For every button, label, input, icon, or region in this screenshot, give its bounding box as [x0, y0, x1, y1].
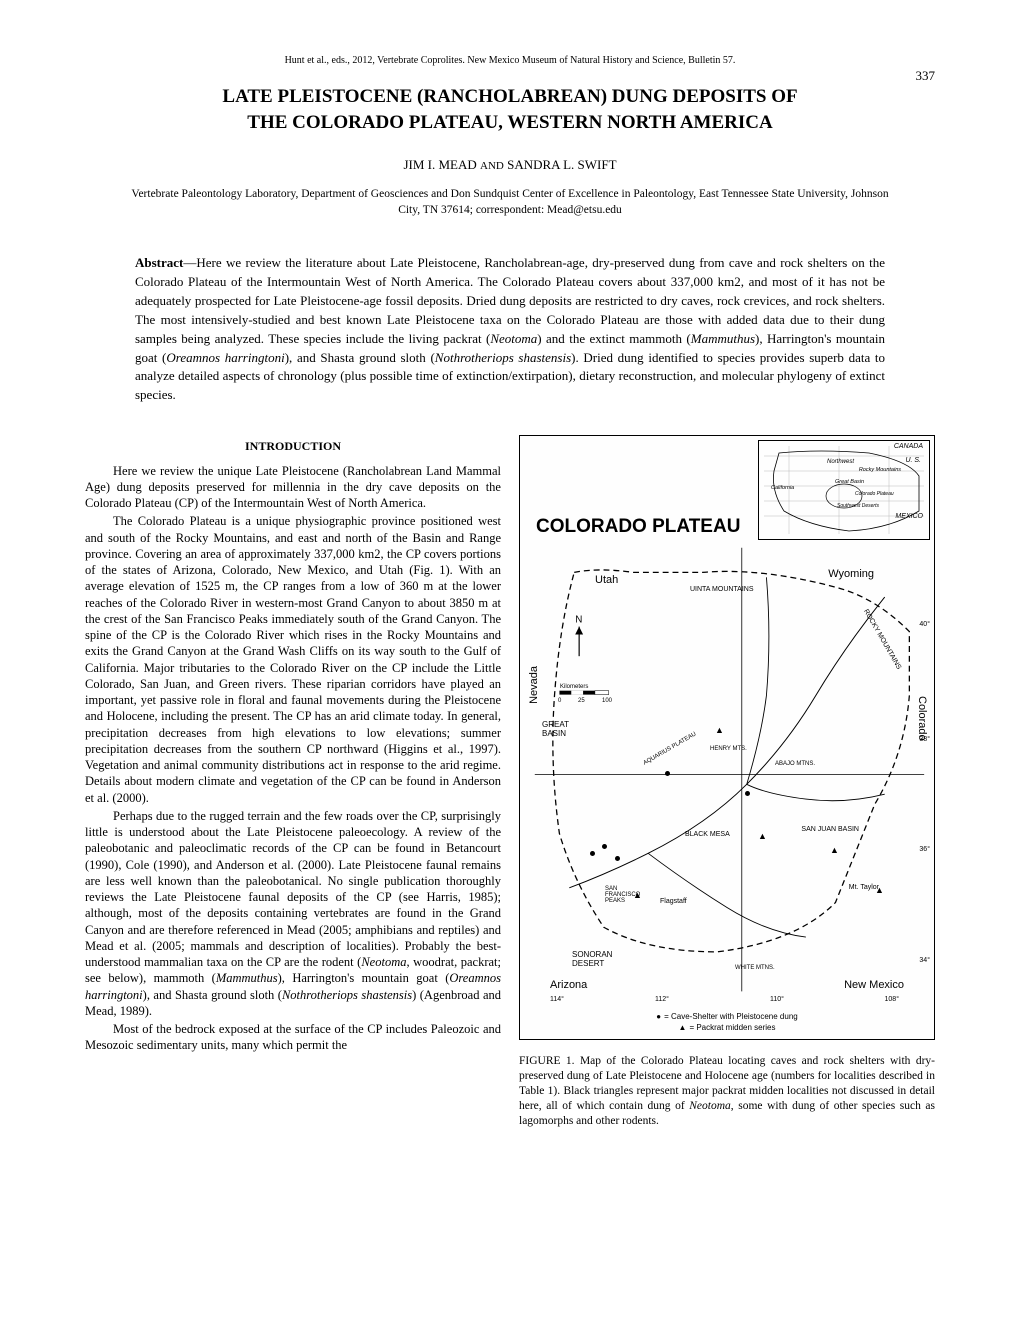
right-column: N COLORADO PLATEAU	[519, 435, 935, 1129]
state-wyoming: Wyoming	[828, 568, 874, 580]
inset-northwest: Northwest	[827, 459, 854, 465]
left-column: INTRODUCTION Here we review the unique L…	[85, 435, 501, 1129]
abstract-body: —Here we review the literature about Lat…	[135, 255, 885, 402]
inset-sw: Southwest Deserts	[837, 503, 879, 509]
page-number: 337	[916, 68, 936, 84]
feat-white: WHITE MTNS.	[735, 965, 775, 971]
marker-triangle: ▲	[633, 891, 642, 900]
intro-para-3: Perhaps due to the rugged terrain and th…	[85, 808, 501, 1019]
map-title: COLORADO PLATEAU	[536, 516, 740, 538]
inset-gbasin: Great Basin	[835, 479, 864, 485]
abstract-block: Abstract—Here we review the literature a…	[135, 254, 885, 405]
legend-dot: = Cave-Shelter with Pleistocene dung	[656, 1012, 797, 1021]
intro-para-4: Most of the bedrock exposed at the surfa…	[85, 1021, 501, 1054]
feat-k0: 0	[558, 698, 561, 704]
title-line-1: LATE PLEISTOCENE (RANCHOLABREAN) DUNG DE…	[222, 86, 797, 107]
feat-abajo: ABAJO MTNS.	[775, 761, 815, 767]
marker-triangle: ▲	[830, 846, 839, 855]
figure-1-map: N COLORADO PLATEAU	[519, 435, 935, 1040]
feat-flag: Flagstaff	[660, 898, 687, 905]
state-newmex: New Mexico	[844, 979, 904, 991]
state-arizona: Arizona	[550, 979, 587, 991]
lon-114: 114°	[550, 996, 564, 1003]
intro-para-2: The Colorado Plateau is a unique physiog…	[85, 513, 501, 806]
lat-38: 38°	[919, 736, 930, 743]
inset-cp: Colorado Plateau	[855, 491, 894, 497]
lon-108: 108°	[885, 996, 899, 1003]
legend-triangle: = Packrat midden series	[679, 1023, 776, 1032]
section-heading-introduction: INTRODUCTION	[85, 439, 501, 455]
lon-112: 112°	[655, 996, 669, 1003]
author-1: JIM I. MEAD	[403, 157, 476, 172]
two-column-body: INTRODUCTION Here we review the unique L…	[85, 435, 935, 1129]
state-colorado: Colorado	[916, 696, 928, 741]
feat-blackmesa: BLACK MESA	[685, 831, 730, 838]
marker-triangle: ▲	[758, 832, 767, 841]
inset-us: U. S.	[905, 457, 921, 464]
feat-uinta: UINTA MOUNTAINS	[690, 586, 754, 593]
inset-california: California	[771, 485, 794, 491]
lat-40: 40°	[919, 621, 930, 628]
lat-34: 34°	[919, 957, 930, 964]
feat-henry: HENRY MTS.	[710, 746, 747, 752]
feat-greatbasin: GREATBASIN	[542, 721, 569, 739]
inset-map: CANADA U. S. MEXICO Northwest Rocky Moun…	[758, 440, 930, 540]
page-container: Hunt et al., eds., 2012, Vertebrate Copr…	[0, 0, 1020, 1169]
author-and: AND	[480, 160, 504, 172]
affiliation: Vertebrate Paleontology Laboratory, Depa…	[120, 187, 900, 218]
marker-triangle: ▲	[875, 886, 884, 895]
inset-mexico: MEXICO	[895, 513, 923, 520]
paper-title: LATE PLEISTOCENE (RANCHOLABREAN) DUNG DE…	[150, 84, 870, 135]
state-utah: Utah	[595, 574, 618, 586]
intro-para-1: Here we review the unique Late Pleistoce…	[85, 463, 501, 512]
author-2: SANDRA L. SWIFT	[507, 157, 616, 172]
inset-rocky: Rocky Mountains	[859, 467, 901, 473]
lon-110: 110°	[770, 996, 784, 1003]
abstract-label: Abstract	[135, 255, 183, 270]
feat-km: Kilometers	[560, 684, 588, 690]
title-line-2: THE COLORADO PLATEAU, WESTERN NORTH AMER…	[247, 112, 772, 133]
state-nevada: Nevada	[528, 666, 540, 704]
header-citation: Hunt et al., eds., 2012, Vertebrate Copr…	[85, 55, 935, 66]
feat-k25: 25	[578, 698, 585, 704]
inset-canada: CANADA	[894, 443, 923, 450]
authors-line: JIM I. MEAD AND SANDRA L. SWIFT	[85, 157, 935, 173]
feat-k100: 100	[602, 698, 612, 704]
svg-text:N: N	[575, 615, 582, 626]
marker-triangle: ▲	[715, 726, 724, 735]
lat-36: 36°	[919, 846, 930, 853]
figure-1-caption: FIGURE 1. Map of the Colorado Plateau lo…	[519, 1054, 935, 1129]
map-legend: = Cave-Shelter with Pleistocene dung = P…	[520, 1011, 934, 1033]
feat-sjbasin: SAN JUAN BASIN	[801, 826, 859, 833]
feat-sonoran: SONORANDESERT	[572, 951, 612, 969]
